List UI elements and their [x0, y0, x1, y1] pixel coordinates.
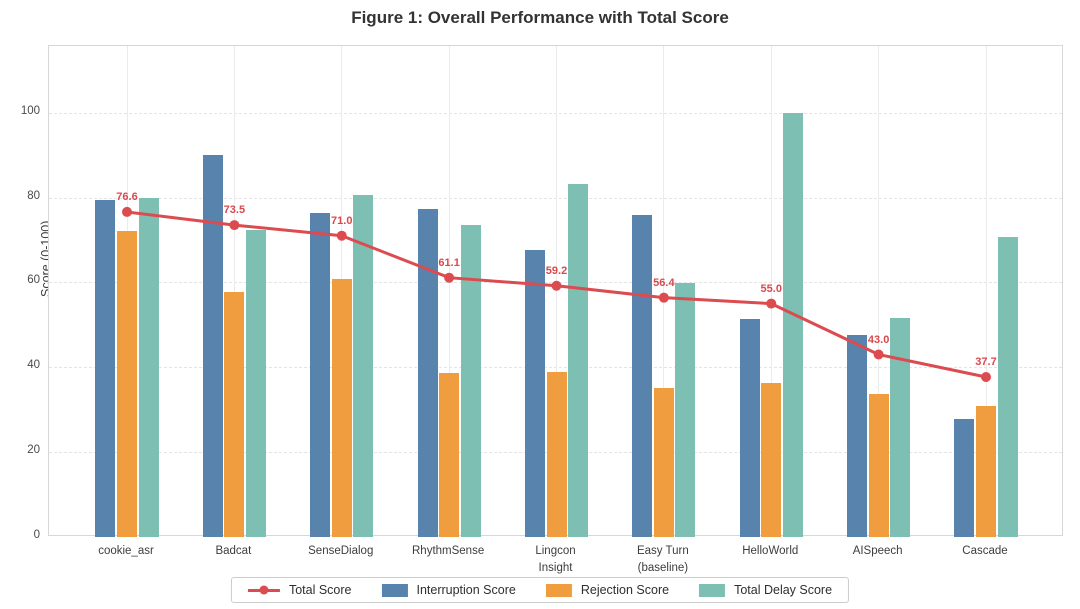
- legend-color-swatch: [545, 583, 572, 597]
- line-marker: [122, 206, 132, 217]
- legend-item-total-score: Total Score: [247, 583, 352, 597]
- x-tick-label: HelloWorld: [742, 545, 799, 557]
- legend-dot: [259, 585, 269, 595]
- bar-interruption-score: [954, 418, 975, 537]
- legend-item-interruption-score: Interruption Score: [381, 583, 516, 597]
- line-marker: [981, 372, 991, 383]
- bar-rejection-score: [653, 388, 674, 537]
- y-tick-label: 60: [27, 274, 40, 287]
- vertical-gridline: [663, 46, 665, 535]
- bar-interruption-score: [417, 208, 438, 537]
- line-marker: [444, 272, 455, 283]
- data-label: 37.7: [975, 356, 997, 368]
- x-tick-label: SenseDialog: [308, 545, 374, 557]
- x-tick-label: Easy Turn (baseline): [636, 545, 689, 574]
- vertical-gridline: [448, 46, 450, 535]
- data-label: 76.6: [116, 190, 138, 203]
- data-label: 73.5: [223, 204, 246, 217]
- bar-rejection-score: [546, 371, 567, 537]
- bar-total-delay-score: [460, 225, 481, 537]
- line-marker: [658, 292, 669, 303]
- bar-total-delay-score: [782, 112, 803, 537]
- legend-label: Rejection Score: [580, 583, 670, 597]
- bar-rejection-score: [224, 291, 245, 537]
- bar-total-delay-score: [138, 197, 159, 537]
- bar-total-delay-score: [890, 318, 911, 537]
- y-tick-label: 20: [27, 444, 40, 457]
- horizontal-gridline: [49, 367, 1062, 369]
- chart-title: Figure 1: Overall Performance with Total…: [351, 8, 729, 27]
- line-marker: [766, 298, 777, 309]
- bar-interruption-score: [310, 212, 331, 537]
- x-tick-label: RhythmSense: [412, 545, 485, 557]
- bar-total-delay-score: [997, 236, 1018, 537]
- vertical-gridline: [878, 46, 880, 535]
- legend: Total Score Interruption Score Rejection S…: [230, 577, 850, 603]
- data-label: 55.0: [760, 282, 782, 295]
- line-total-score: [122, 206, 991, 383]
- vertical-gridline: [770, 46, 772, 535]
- x-tick-label: Cascade: [962, 545, 1008, 557]
- x-tick-label: AISpeech: [852, 545, 903, 557]
- data-label: 43.0: [867, 333, 890, 346]
- bar-total-delay-score: [675, 282, 696, 537]
- legend-item-total-delay-score: Total Delay Score: [699, 583, 832, 597]
- plot-area: 76.6 73.5 71.0 61.1 59.2 56.4 55.0 43.0 37.7: [48, 45, 1063, 537]
- bar-rejection-score: [439, 373, 460, 537]
- line-marker: [873, 349, 884, 360]
- legend-item-rejection-score: Rejection Score: [545, 583, 670, 597]
- bar-total-delay-score: [245, 229, 266, 537]
- bar-rejection-score: [331, 278, 352, 537]
- vertical-gridline: [985, 46, 987, 535]
- bar-total-delay-score: [568, 183, 589, 537]
- horizontal-gridline: [49, 112, 1062, 114]
- y-tick-label: 100: [20, 104, 40, 117]
- y-tick-label: 40: [27, 359, 40, 372]
- bar-rejection-score: [761, 383, 782, 537]
- x-tick-label: Badcat: [215, 545, 252, 557]
- bar-interruption-score: [524, 249, 545, 537]
- bar-total-delay-score: [353, 195, 374, 537]
- legend-label: Total Delay Score: [734, 583, 833, 597]
- legend-color-swatch: [699, 583, 726, 597]
- line-marker: [336, 230, 347, 241]
- data-label: 71.0: [331, 214, 353, 227]
- line-marker: [229, 220, 240, 231]
- bar-rejection-score: [117, 230, 137, 537]
- legend-line-swatch: [247, 584, 280, 597]
- line-marker: [551, 280, 562, 291]
- data-label: 56.4: [653, 276, 675, 289]
- bar-rejection-score: [976, 405, 996, 537]
- bar-rejection-score: [868, 393, 889, 537]
- legend-label: Interruption Score: [416, 583, 516, 597]
- y-tick-label: 0: [33, 529, 40, 541]
- data-label: 61.1: [438, 256, 460, 269]
- x-tick-label: Lingcon Insight: [535, 545, 576, 574]
- bar-interruption-score: [95, 200, 116, 537]
- horizontal-gridline: [49, 197, 1062, 199]
- bar-interruption-score: [847, 334, 868, 537]
- bar-interruption-score: [202, 155, 223, 537]
- legend-label: Total Score: [288, 583, 352, 597]
- data-label: 59.2: [545, 264, 568, 277]
- legend-color-swatch: [381, 583, 408, 597]
- x-tick-label: cookie_asr: [98, 545, 154, 557]
- vertical-gridline: [233, 46, 235, 535]
- bar-interruption-score: [739, 319, 760, 537]
- y-tick-label: 80: [27, 189, 40, 202]
